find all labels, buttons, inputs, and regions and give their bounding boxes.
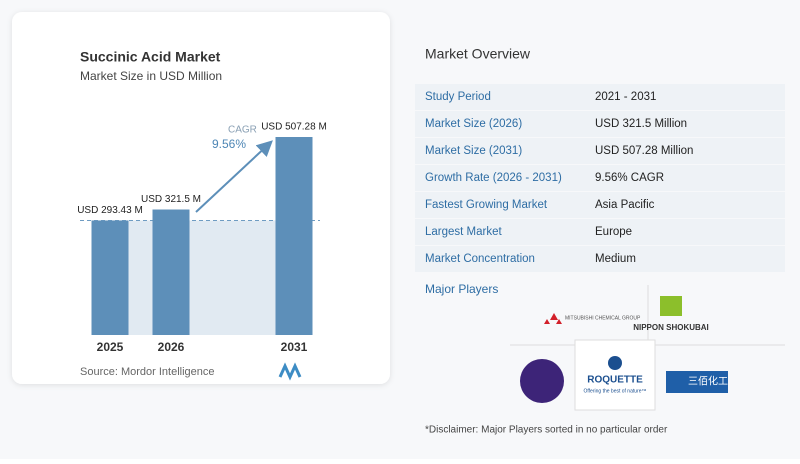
nippon-mark	[660, 296, 682, 316]
bar	[152, 209, 190, 335]
table-row	[415, 84, 785, 110]
row-label: Market Size (2031)	[425, 145, 522, 157]
row-label: Market Size (2026)	[425, 118, 522, 130]
table-row	[415, 111, 785, 137]
players-title: Major Players	[425, 282, 498, 296]
logo-text: MITSUBISHI CHEMICAL GROUP	[565, 315, 641, 321]
logo-grid	[510, 285, 785, 411]
table-row	[415, 246, 785, 272]
table-row	[415, 192, 785, 218]
logo-text: Offering the best of nature™	[583, 388, 646, 394]
chart-title: Succinic Acid Market	[80, 49, 221, 65]
aw-logo	[520, 359, 564, 403]
x-tick-label: 2026	[158, 340, 185, 354]
overview-title: Market Overview	[425, 46, 531, 62]
logo-text: ROQUETTE	[587, 375, 643, 386]
row-label: Growth Rate (2026 - 2031)	[425, 172, 562, 184]
row-value: 2021 - 2031	[595, 91, 656, 103]
cagr-value: 9.56%	[212, 137, 246, 151]
roquette-mark	[608, 356, 622, 370]
row-value: Asia Pacific	[595, 199, 655, 211]
brand-logo	[278, 362, 302, 381]
cagr-label: CAGR	[228, 125, 257, 136]
sanbai-logo	[666, 371, 728, 393]
row-value: USD 507.28 Million	[595, 145, 693, 157]
row-value: Europe	[595, 226, 632, 238]
x-tick-label: 2031	[281, 340, 308, 354]
value-label: USD 293.43 M	[77, 205, 143, 216]
bar	[91, 220, 129, 335]
value-label: USD 507.28 M	[261, 122, 327, 133]
table-row	[415, 138, 785, 164]
row-value: Medium	[595, 253, 636, 265]
x-tick-label: 2025	[97, 340, 124, 354]
logo-text: NIPPON SHOKUBAI	[633, 323, 709, 332]
row-value: 9.56% CAGR	[595, 172, 664, 184]
logo-text: 三佰化工	[688, 375, 728, 388]
row-label: Largest Market	[425, 226, 503, 238]
row-label: Fastest Growing Market	[425, 199, 548, 211]
chart-subtitle: Market Size in USD Million	[80, 69, 222, 83]
mitsubishi-mark	[544, 313, 562, 324]
row-label: Market Concentration	[425, 253, 535, 265]
table-row	[415, 219, 785, 245]
bar	[275, 137, 313, 335]
table-row	[415, 165, 785, 191]
source: Source: Mordor Intelligence	[80, 366, 215, 378]
overview-table: Study Period 2021 - 2031 Market Size (2026…	[415, 84, 785, 272]
disclaimer: *Disclaimer: Major Players sorted in no …	[425, 425, 668, 436]
cagr-arrow	[195, 140, 273, 213]
reference-area	[110, 220, 294, 335]
value-label: USD 321.5 M	[141, 194, 201, 205]
row-label: Study Period	[425, 91, 491, 103]
plot: USD 293.43 M 2025 USD 321.5 M 2026 USD 507.2…	[77, 122, 327, 355]
row-value: USD 321.5 Million	[595, 118, 687, 130]
